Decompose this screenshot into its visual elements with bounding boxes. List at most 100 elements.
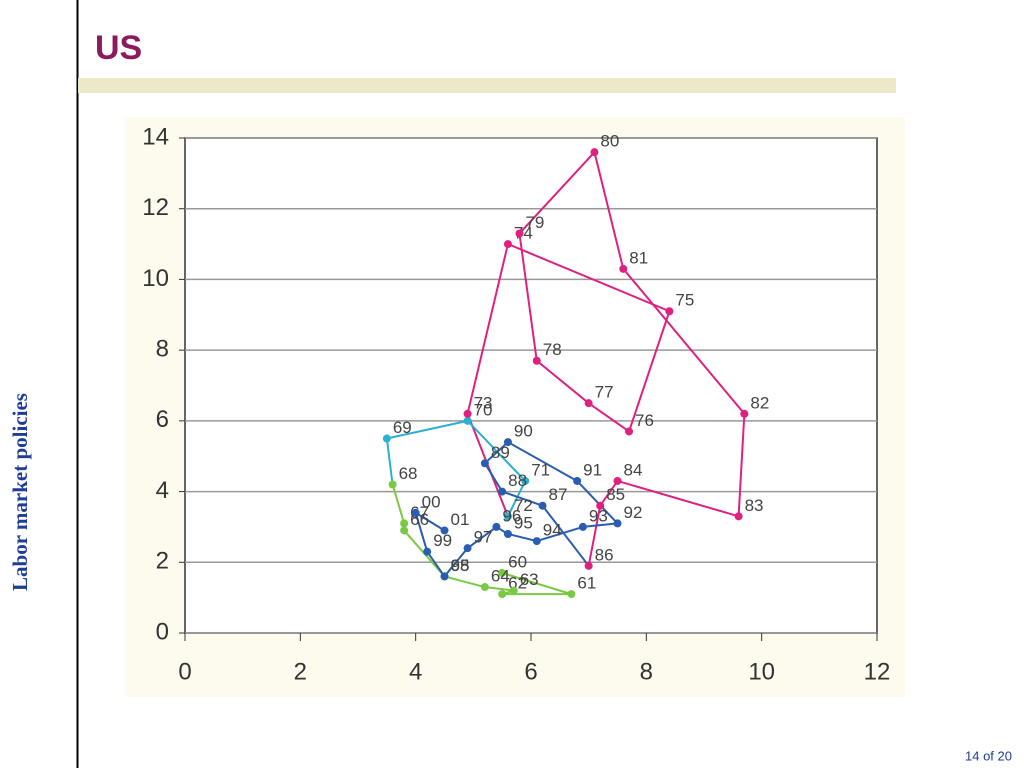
point-label: 77: [595, 383, 614, 402]
point-label: 61: [577, 574, 596, 593]
point-label: 89: [491, 443, 510, 462]
sidebar-label: Labor market policies: [8, 393, 32, 591]
point-label: 93: [589, 506, 608, 525]
x-tick-label: 0: [178, 658, 191, 685]
point: [740, 409, 749, 418]
point-label: 71: [531, 460, 550, 479]
point: [613, 519, 622, 528]
point-label: 98: [451, 556, 470, 575]
point-label: 95: [514, 513, 533, 532]
point-label: 79: [525, 213, 544, 232]
point-label: 65: [451, 556, 470, 575]
point: [463, 416, 472, 425]
y-tick-label: 2: [156, 548, 169, 575]
point: [503, 512, 512, 521]
point: [400, 526, 409, 535]
y-tick-label: 0: [156, 618, 169, 645]
point-label: 69: [393, 418, 412, 437]
series-line: [386, 419, 527, 517]
point-label: 88: [508, 471, 527, 490]
point-label: 91: [583, 460, 602, 479]
point: [503, 240, 512, 249]
point: [567, 590, 576, 599]
x-tick-label: 4: [409, 658, 422, 685]
point-label: 99: [433, 531, 452, 550]
plot: 0246810121402468101260616263646566676869…: [142, 123, 890, 685]
point-label: 80: [600, 132, 619, 151]
point: [625, 427, 634, 436]
y-tick-label: 8: [156, 335, 169, 362]
point: [532, 537, 541, 546]
point-label: 83: [745, 496, 764, 515]
point: [498, 568, 507, 577]
point-label: 78: [543, 340, 562, 359]
point-label: 81: [629, 248, 648, 267]
point: [480, 583, 489, 592]
point-label: 63: [520, 570, 539, 589]
point: [665, 307, 674, 316]
point: [382, 434, 391, 443]
point: [388, 480, 397, 489]
point: [515, 229, 524, 238]
point: [532, 356, 541, 365]
point-label: 82: [750, 393, 769, 412]
point-label: 94: [543, 521, 562, 540]
point: [423, 547, 432, 556]
point-label: 85: [606, 485, 625, 504]
point: [498, 590, 507, 599]
point-label: 68: [399, 464, 418, 483]
point: [590, 148, 599, 157]
point: [734, 512, 743, 521]
y-tick-label: 12: [142, 194, 169, 221]
point: [596, 501, 605, 510]
point: [463, 409, 472, 418]
point: [578, 522, 587, 531]
x-tick-label: 10: [748, 658, 775, 685]
x-tick-label: 6: [524, 658, 537, 685]
y-tick-label: 14: [142, 123, 169, 150]
point: [503, 530, 512, 538]
x-tick-label: 12: [864, 658, 891, 685]
point-label: 92: [624, 503, 643, 522]
point-label: 76: [635, 411, 654, 430]
point-label: 75: [675, 291, 694, 310]
point: [503, 438, 512, 447]
y-tick-label: 6: [156, 406, 169, 433]
point: [440, 572, 449, 581]
point: [584, 561, 593, 570]
point: [573, 476, 582, 485]
point-label: 00: [422, 492, 441, 511]
point-label: 60: [508, 552, 527, 571]
point: [400, 519, 409, 528]
point-label: 70: [474, 400, 493, 419]
point-label: 01: [451, 510, 470, 529]
point: [613, 476, 622, 485]
point: [440, 526, 449, 535]
point-label: 72: [514, 496, 533, 515]
y-tick-label: 10: [142, 265, 169, 292]
point-label: 86: [595, 545, 614, 564]
page-number: 14 of 20: [965, 748, 1012, 763]
point-label: 73: [474, 393, 493, 412]
point: [480, 459, 489, 468]
point: [463, 544, 472, 553]
point: [538, 501, 547, 510]
series-line: [466, 151, 746, 567]
point: [492, 522, 501, 531]
y-tick-label: 4: [156, 477, 169, 504]
connector: [541, 505, 590, 567]
point-label: 64: [491, 567, 510, 586]
point-label: 97: [474, 528, 493, 547]
connector: [385, 438, 394, 485]
point: [498, 487, 507, 496]
point: [411, 508, 420, 517]
point: [619, 264, 628, 273]
x-tick-label: 8: [640, 658, 653, 685]
point-label: 84: [624, 460, 643, 479]
point: [584, 399, 593, 408]
point-label: 87: [549, 485, 568, 504]
title-bar: [78, 78, 896, 93]
point-label: 96: [502, 506, 521, 525]
